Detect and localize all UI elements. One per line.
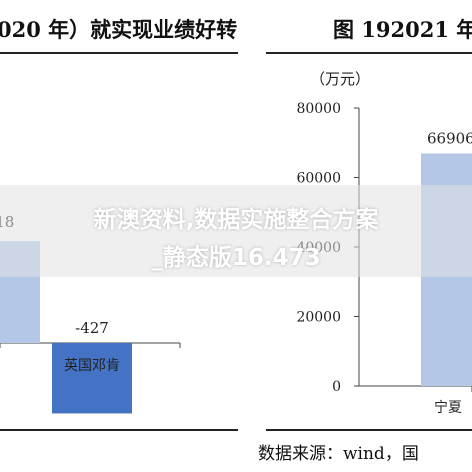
watermark-banner — [0, 185, 472, 277]
left-bar-1 — [52, 343, 132, 414]
left-figure-caption: 020 年）就实现业绩好转 — [0, 17, 238, 42]
left-category-label-1: 英国邓肯 — [64, 357, 120, 374]
left-caption-rule — [0, 52, 238, 54]
right-unit-label: （万元） — [310, 70, 370, 88]
right-y-tick-label-0: 0 — [332, 379, 341, 395]
bottom-rule-left — [0, 429, 238, 431]
source-note: 数据来源：wind，国 — [258, 444, 419, 464]
bottom-rule-right — [266, 429, 472, 431]
right-caption-rule — [266, 52, 472, 54]
right-bar-value-label-0: 66906 — [427, 130, 472, 148]
right-y-tick-label-3: 60000 — [296, 171, 341, 187]
watermark-line-2: _静态版16.473 — [151, 245, 321, 271]
left-bar-value-label-1: -427 — [75, 319, 109, 337]
watermark-line-1: 新澳资料,数据实施整合方案 — [93, 207, 379, 233]
right-y-tick-label-1: 20000 — [296, 310, 341, 326]
right-figure-caption: 图 192021 年 — [333, 17, 472, 42]
right-y-tick-label-4: 80000 — [296, 101, 341, 117]
right-category-label-0: 宁夏 — [434, 399, 462, 416]
